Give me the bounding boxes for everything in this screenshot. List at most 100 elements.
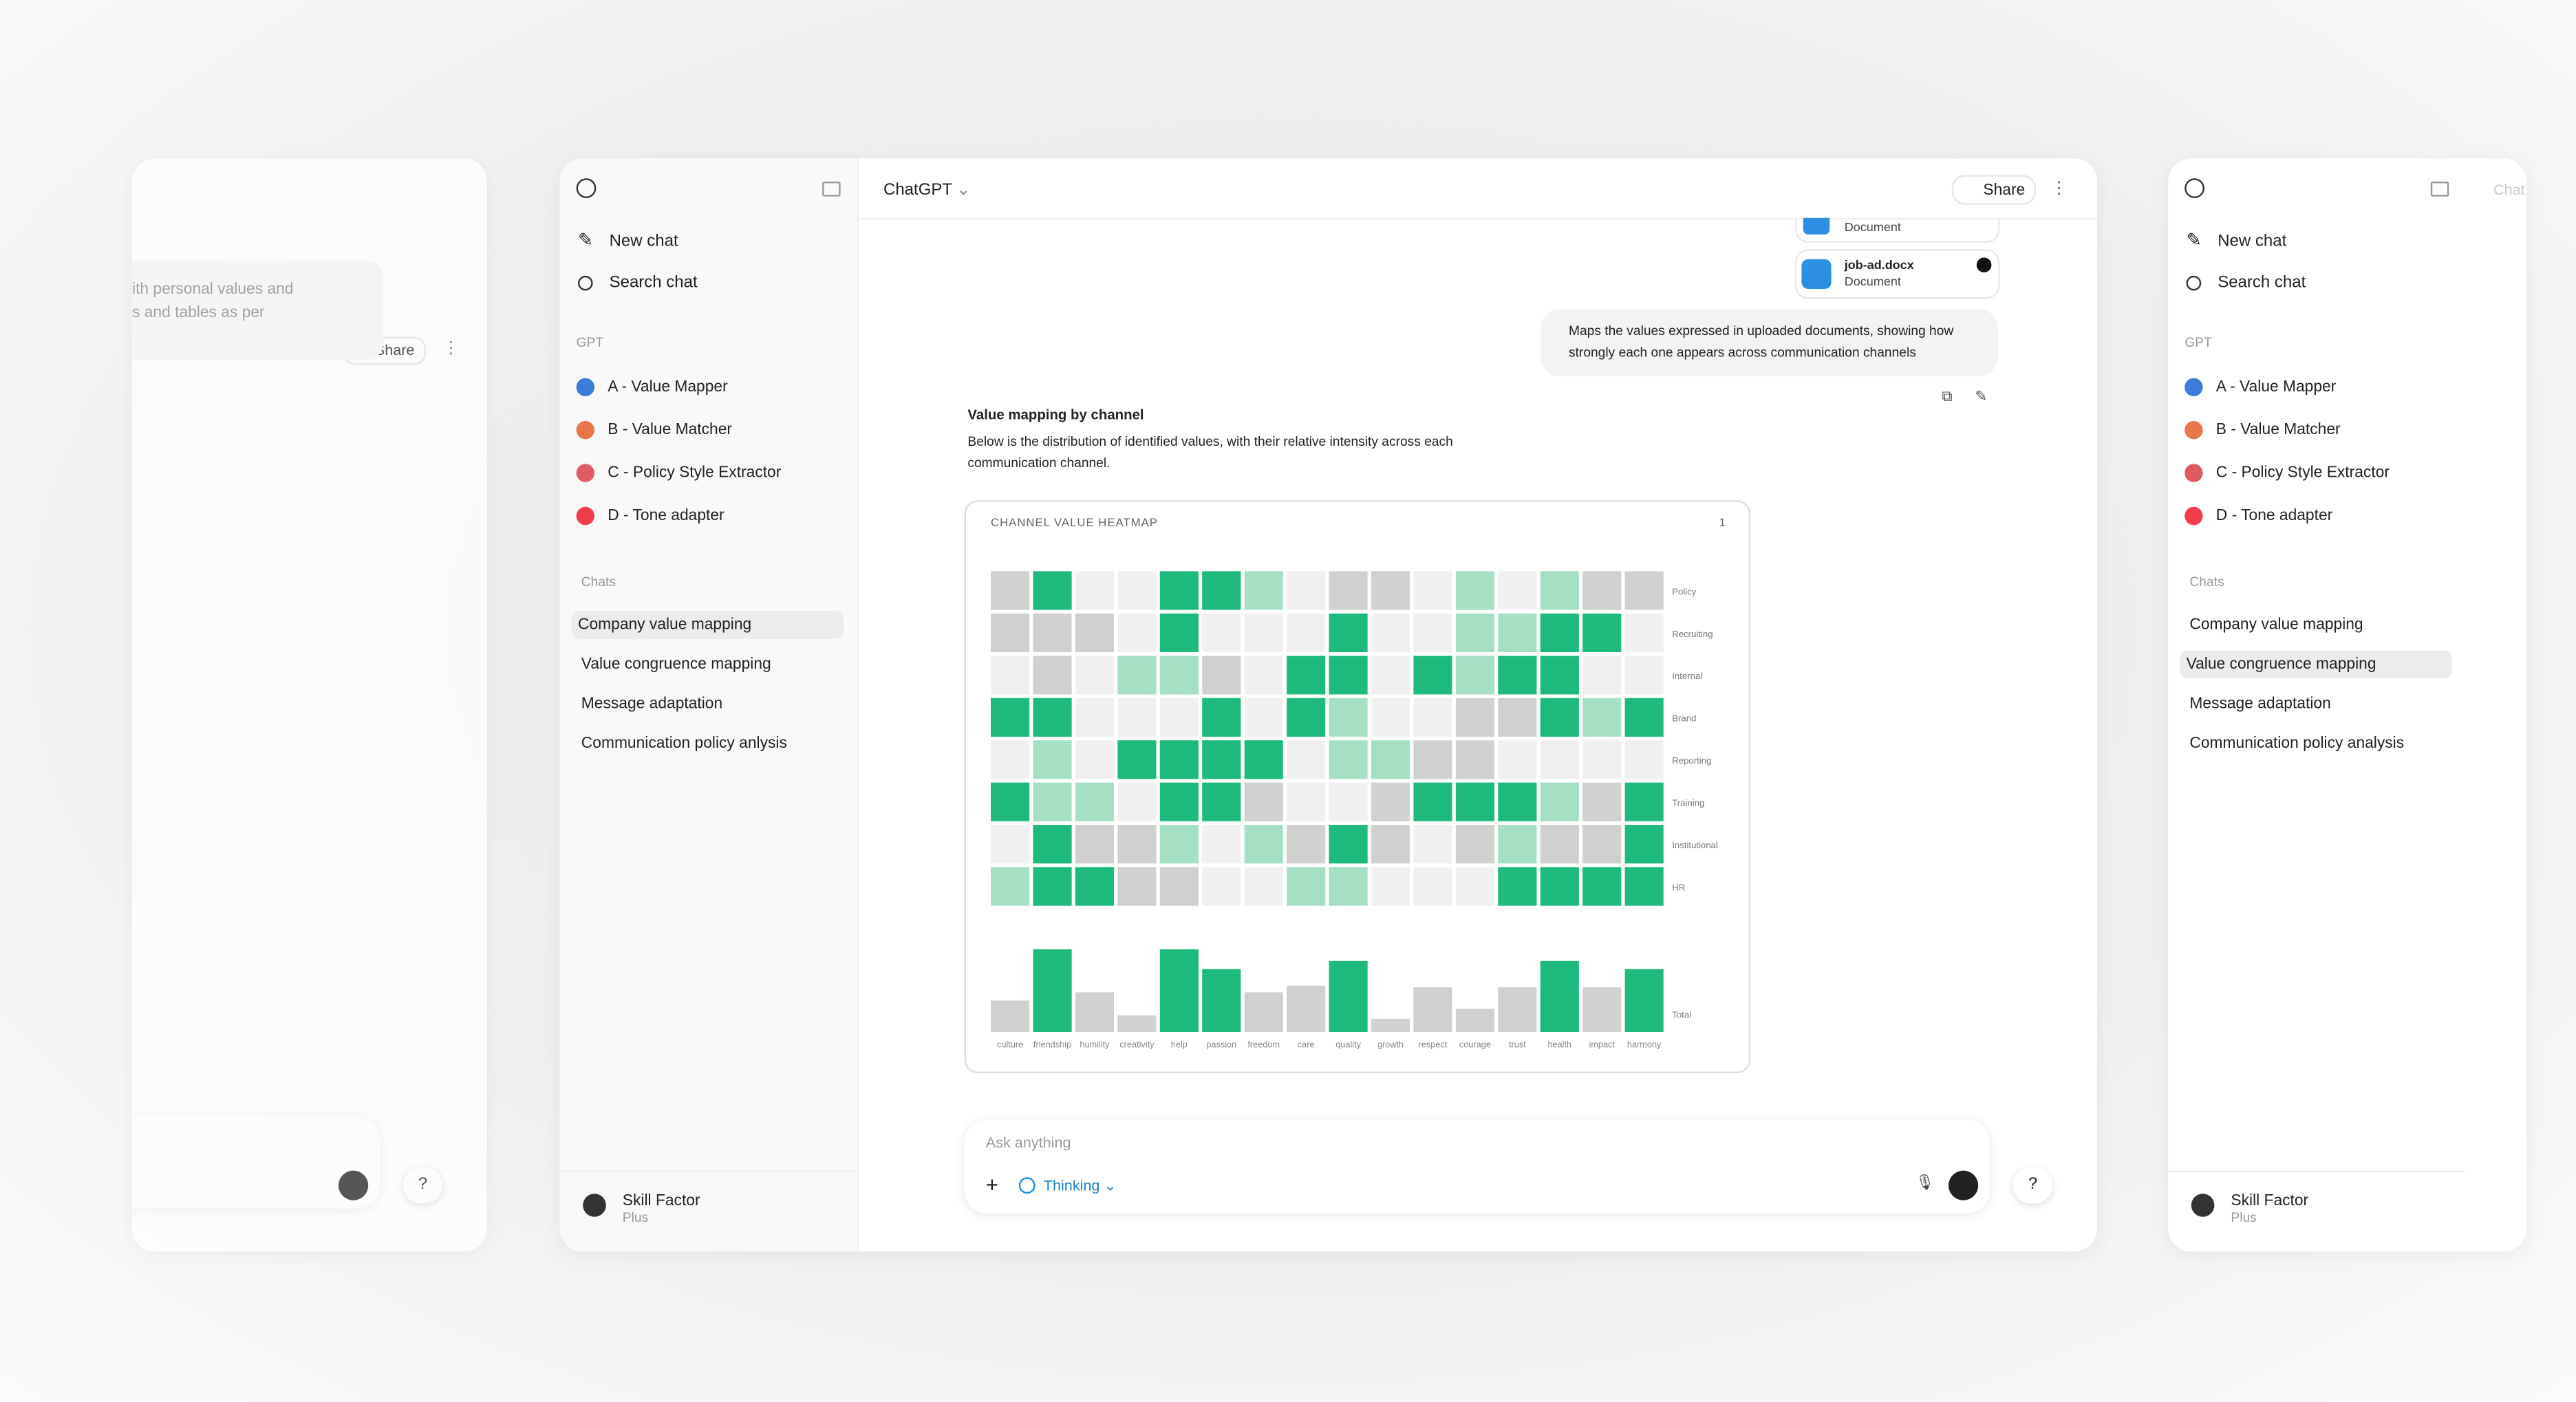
logo[interactable] <box>2185 178 2205 198</box>
gpt-name[interactable]: A - Value Mapper <box>2215 378 2337 396</box>
heatmap-cell <box>1287 698 1326 737</box>
chat-item[interactable]: Communication policy anlysis <box>581 735 787 753</box>
total-bar <box>1624 969 1664 1032</box>
row-label: HR <box>1672 882 1685 892</box>
search-icon <box>2186 275 2202 291</box>
heatmap-cell <box>1540 613 1579 653</box>
user-divider <box>2168 1170 2466 1173</box>
message-line: s and tables as per <box>132 303 265 323</box>
heatmap-cell <box>1329 613 1368 653</box>
thinking-toggle[interactable]: Thinking ⌄ <box>1043 1177 1117 1194</box>
gpt-name[interactable]: B - Value Matcher <box>2215 421 2341 440</box>
heatmap-cell <box>1117 571 1157 610</box>
heatmap-cell <box>1413 613 1452 653</box>
chat-item[interactable]: Message adaptation <box>581 695 723 713</box>
gpt-avatar <box>576 421 595 440</box>
copy-button[interactable]: ⧉ <box>1942 388 1953 405</box>
heatmap-cell <box>1582 740 1622 779</box>
share-button[interactable]: Share <box>1951 175 2037 205</box>
heatmap-cell <box>1371 825 1410 864</box>
model-picker[interactable]: ChatGPT ⌄ <box>883 182 971 200</box>
sidebar: ✎ New chat Search chat GPT A - Value Mapper B… <box>559 158 859 1252</box>
new-chat[interactable]: New chat <box>609 233 678 251</box>
gpt-name[interactable]: A - Value Mapper <box>608 378 728 396</box>
gpt-name[interactable]: D - Tone adapter <box>608 506 724 526</box>
heatmap-cell <box>1287 825 1326 864</box>
response-title: Value mapping by channel <box>967 406 1144 423</box>
heatmap-cell <box>1498 613 1537 653</box>
heatmap-cell <box>1371 867 1410 906</box>
mic-button[interactable]: 🎙 <box>1915 1174 1935 1191</box>
heatmap-cell <box>1540 867 1579 906</box>
doc-icon <box>1803 217 1830 235</box>
message-line: ith personal values and <box>132 281 294 299</box>
gpt-name[interactable]: C - Policy Style Extractor <box>2215 464 2390 482</box>
search-chat[interactable]: Search chat <box>2218 274 2306 292</box>
main-window: ✎ New chat Search chat GPT A - Value Mapper B… <box>559 158 2097 1252</box>
chat-item[interactable]: Message adaptation <box>2189 695 2331 713</box>
user-name[interactable]: Skill Factor <box>2231 1191 2309 1211</box>
total-bar <box>1202 969 1241 1032</box>
heatmap-cell <box>1455 825 1494 864</box>
message-bubble <box>132 261 383 360</box>
heatmap-cell <box>1244 867 1283 906</box>
attachment-name: job-ad.docx <box>1844 257 1914 273</box>
voice-button[interactable] <box>339 1170 369 1200</box>
heatmap-cell <box>1498 867 1537 906</box>
chat-item[interactable]: Value congruence mapping <box>581 655 771 674</box>
menu-dots[interactable]: ⋮ <box>442 340 460 358</box>
heatmap-cell <box>991 571 1030 610</box>
add-button[interactable]: + <box>985 1172 999 1198</box>
gpt-name[interactable]: D - Tone adapter <box>2215 506 2333 526</box>
gpt-name[interactable]: B - Value Matcher <box>608 421 732 440</box>
total-bar <box>1455 1009 1494 1032</box>
collapse-button[interactable] <box>2430 182 2449 197</box>
edit-button[interactable]: ✎ <box>1975 388 1988 405</box>
chat-item[interactable]: Company value mapping <box>2189 616 2363 634</box>
heatmap-cell <box>1159 698 1199 737</box>
heatmap-cell <box>1329 740 1368 779</box>
search-chat[interactable]: Search chat <box>609 274 698 292</box>
heatmap-cell <box>1371 740 1410 779</box>
column-label: trust <box>1509 1039 1526 1050</box>
help-button[interactable]: ? <box>403 1167 443 1204</box>
user-avatar <box>583 1194 606 1217</box>
heatmap-cell <box>991 740 1030 779</box>
menu-dots[interactable]: ⋮ <box>2050 180 2068 198</box>
heatmap-cell <box>1244 782 1283 821</box>
thinking-icon <box>1018 1177 1035 1194</box>
remove-button[interactable] <box>1976 257 1992 273</box>
user-divider <box>559 1170 857 1173</box>
heatmap-cell <box>1624 613 1664 653</box>
heatmap-cell <box>1033 571 1072 610</box>
heatmap-chart: CHANNEL VALUE HEATMAP 1 Policy Recruiting… <box>991 516 1726 1050</box>
composer-placeholder[interactable]: Ask anything <box>985 1134 1071 1151</box>
heatmap-cell <box>1202 613 1241 653</box>
heatmap-cell <box>1244 571 1283 610</box>
column-label: harmony <box>1627 1039 1662 1050</box>
heatmap-cell <box>1455 571 1494 610</box>
heatmap-cell <box>1582 613 1622 653</box>
heatmap-cell <box>1540 571 1579 610</box>
heatmap-cell <box>1202 867 1241 906</box>
gpt-name[interactable]: C - Policy Style Extractor <box>608 464 782 482</box>
heatmap-cell <box>991 825 1030 864</box>
chat-item[interactable]: Company value mapping <box>578 616 752 634</box>
voice-button[interactable] <box>1949 1170 1979 1200</box>
heatmap-cell <box>1287 571 1326 610</box>
heatmap-cell <box>1624 571 1664 610</box>
chat-item[interactable]: Value congruence mapping <box>2186 655 2376 674</box>
user-name[interactable]: Skill Factor <box>622 1191 700 1211</box>
logo[interactable] <box>576 178 597 198</box>
heatmap-cell <box>1540 698 1579 737</box>
total-bar <box>1540 960 1579 1032</box>
total-label: Total <box>1672 1009 1691 1020</box>
chat-item[interactable]: Communication policy analysis <box>2189 735 2405 753</box>
help-button[interactable]: ? <box>2013 1167 2053 1204</box>
collapse-button[interactable] <box>822 182 841 197</box>
heatmap-cell <box>1244 613 1283 653</box>
new-chat[interactable]: New chat <box>2218 233 2287 251</box>
heatmap-cell <box>1075 867 1115 906</box>
total-bar <box>1582 987 1622 1032</box>
